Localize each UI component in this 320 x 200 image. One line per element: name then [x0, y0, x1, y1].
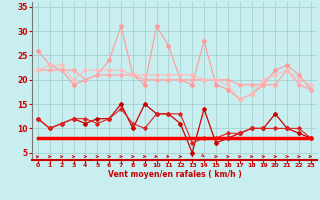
X-axis label: Vent moyen/en rafales ( km/h ): Vent moyen/en rafales ( km/h )	[108, 170, 241, 179]
